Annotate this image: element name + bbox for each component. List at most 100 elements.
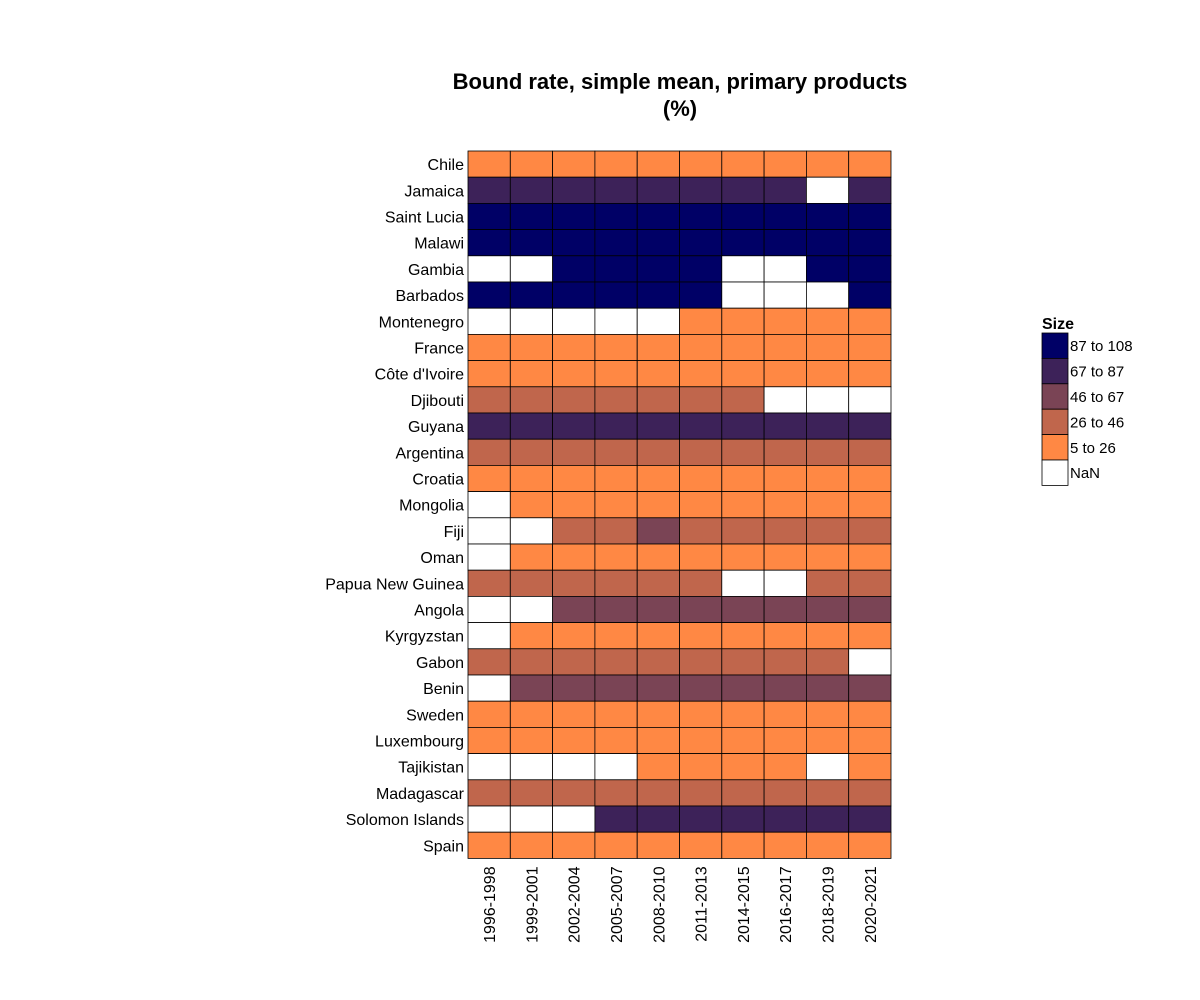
column-labels: 1996-1998 1999-2001 2002-2004 2005-2007 2008… xyxy=(482,866,880,943)
heatmap-cell xyxy=(763,464,807,492)
heatmap-cell xyxy=(721,281,765,309)
heatmap-cell xyxy=(679,360,723,388)
heatmap-cell xyxy=(848,517,892,545)
heatmap-cell xyxy=(806,176,850,204)
legend-swatch xyxy=(1041,434,1069,461)
heatmap-cell xyxy=(552,805,596,833)
heatmap-cell xyxy=(763,727,807,755)
heatmap-cell xyxy=(467,596,511,624)
legend-swatch xyxy=(1041,408,1069,436)
heatmap-cell xyxy=(552,307,596,335)
heatmap-cell xyxy=(594,805,638,833)
column-label: 1999-2001 xyxy=(524,866,541,943)
row-label: Guyana xyxy=(408,419,464,436)
legend-label: NaN xyxy=(1070,465,1100,482)
heatmap-cell xyxy=(467,281,511,309)
heatmap-cell xyxy=(467,727,511,755)
legend-label: 26 to 46 xyxy=(1070,414,1124,431)
heatmap-cell xyxy=(806,596,850,624)
heatmap-cell xyxy=(552,596,596,624)
heatmap-cell xyxy=(763,412,807,440)
heatmap-cell xyxy=(763,202,807,230)
heatmap-cell xyxy=(763,255,807,283)
heatmap-cell xyxy=(763,438,807,466)
heatmap-cell xyxy=(763,333,807,361)
heatmap-cell xyxy=(679,517,723,545)
heatmap-cell xyxy=(509,464,553,492)
heatmap-cell xyxy=(594,569,638,597)
heatmap-cell xyxy=(848,622,892,650)
heatmap-cell xyxy=(679,831,723,859)
heatmap-cell xyxy=(636,622,680,650)
column-label: 2005-2007 xyxy=(609,866,626,943)
heatmap-cell xyxy=(552,648,596,676)
heatmap-cell xyxy=(763,569,807,597)
legend-swatch xyxy=(1041,332,1069,359)
heatmap-cell xyxy=(763,281,807,309)
heatmap-cell xyxy=(552,202,596,230)
heatmap-cell xyxy=(721,202,765,230)
heatmap-cell xyxy=(636,674,680,702)
heatmap-cell xyxy=(763,779,807,807)
heatmap-cell xyxy=(509,255,553,283)
heatmap-cell xyxy=(848,202,892,230)
heatmap-cell xyxy=(467,229,511,257)
heatmap-cell xyxy=(806,491,850,519)
heatmap-cell xyxy=(806,622,850,650)
heatmap-cell xyxy=(636,779,680,807)
heatmap-cell xyxy=(721,176,765,204)
heatmap-cell xyxy=(467,753,511,781)
column-label: 1996-1998 xyxy=(482,866,499,943)
heatmap-cell xyxy=(509,779,553,807)
heatmap-cell xyxy=(552,674,596,702)
heatmap-cell xyxy=(467,517,511,545)
heatmap-cell xyxy=(679,727,723,755)
heatmap-cell xyxy=(848,753,892,781)
heatmap-cell xyxy=(806,307,850,335)
heatmap-cell xyxy=(679,700,723,728)
heatmap-cell xyxy=(509,674,553,702)
heatmap-cell xyxy=(552,150,596,178)
heatmap-cell xyxy=(509,176,553,204)
heatmap-cell xyxy=(467,674,511,702)
heatmap-cell xyxy=(721,307,765,335)
heatmap-cell xyxy=(721,727,765,755)
heatmap-cell xyxy=(636,727,680,755)
heatmap-cell xyxy=(509,229,553,257)
heatmap-cell xyxy=(552,255,596,283)
heatmap-cell xyxy=(552,464,596,492)
heatmap-cell xyxy=(467,543,511,571)
heatmap-cell xyxy=(594,412,638,440)
heatmap-cell xyxy=(509,412,553,440)
heatmap-cell xyxy=(721,779,765,807)
legend-label: 46 to 67 xyxy=(1070,389,1124,406)
heatmap-cell xyxy=(467,569,511,597)
heatmap-cell xyxy=(594,255,638,283)
row-label: Spain xyxy=(423,838,464,855)
heatmap-cell xyxy=(763,176,807,204)
heatmap-cell xyxy=(552,176,596,204)
heatmap-cell xyxy=(721,805,765,833)
heatmap-cell xyxy=(763,150,807,178)
heatmap-cell xyxy=(594,491,638,519)
heatmap-cell xyxy=(679,150,723,178)
heatmap-cell xyxy=(806,229,850,257)
heatmap-cells xyxy=(467,150,892,859)
heatmap-cell xyxy=(636,805,680,833)
heatmap-cell xyxy=(636,176,680,204)
row-label: Chile xyxy=(428,157,465,174)
heatmap-cell xyxy=(806,255,850,283)
heatmap-cell xyxy=(679,779,723,807)
heatmap-cell xyxy=(679,281,723,309)
heatmap-cell xyxy=(721,648,765,676)
heatmap-cell xyxy=(806,674,850,702)
heatmap-cell xyxy=(594,596,638,624)
heatmap-cell xyxy=(848,648,892,676)
heatmap-cell xyxy=(848,176,892,204)
heatmap-cell xyxy=(763,700,807,728)
legend-title: Size xyxy=(1042,316,1074,333)
heatmap-cell xyxy=(721,569,765,597)
heatmap-cell xyxy=(721,386,765,414)
heatmap-cell xyxy=(509,491,553,519)
